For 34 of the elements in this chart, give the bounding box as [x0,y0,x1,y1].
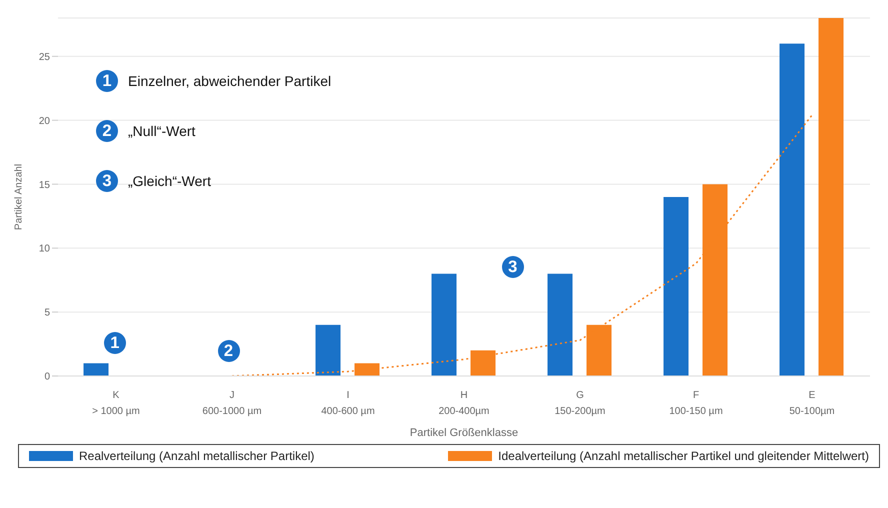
x-tick-label: E 50-100µm [789,390,835,417]
y-tick-label: 20 [38,116,50,127]
annotation: 3 [96,170,118,192]
annotation: 2 [96,120,118,142]
x-tick-label: H 200-400µm [438,390,490,417]
x-tick-label: I 400-600 µm [321,390,375,417]
y-tick-label: 15 [38,180,50,191]
legend-label: Realverteilung (Anzahl metallischer Partikel) [79,449,314,463]
text: 1 [110,334,120,352]
bar [84,363,109,376]
bar [548,274,573,376]
bar [432,274,457,376]
line-series [231,114,813,376]
bar [316,324,341,376]
text: 3 [508,258,518,276]
y-tick-label: 25 [38,52,50,63]
x-tick-label: G 150-200µm [554,390,606,417]
annotation: „Gleich“-Wert [128,173,211,189]
x-tick-label: K > 1000 µm [92,390,140,417]
annotation: 1 [96,70,118,92]
x-tick-label: F 100-150 µm [669,390,723,417]
y-axis-title: Partikel Anzahl [14,164,25,230]
y-tick-label: 10 [38,244,50,255]
bar [780,44,805,376]
text: 2 [224,342,234,360]
bar [664,197,689,376]
annotation: Einzelner, abweichender Partikel [128,73,332,89]
annotation: „Null“-Wert [128,123,196,139]
bar [818,18,844,376]
y-tick-label: 0 [44,372,50,383]
y-tick-label: 5 [44,308,50,319]
legend-label: Idealverteilung (Anzahl metallischer Partikel und gleitender Mittelwert) [498,449,869,463]
x-axis-title: Partikel Größenklasse [410,427,518,439]
x-tick-label: J 600-1000 µm [202,390,262,417]
